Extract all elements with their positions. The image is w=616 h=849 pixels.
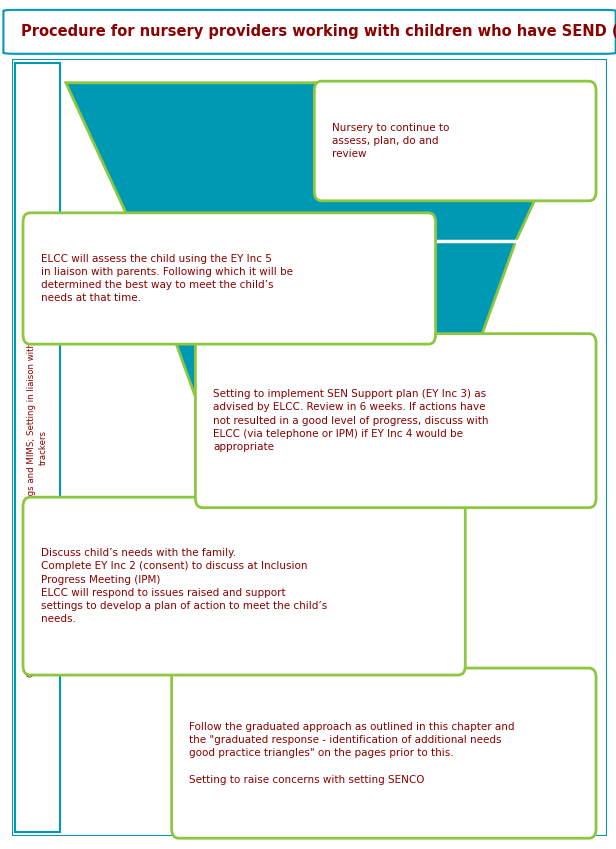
- Text: Discuss child’s needs with the family.
Complete EY Inc 2 (consent) to discuss at: Discuss child’s needs with the family. C…: [41, 548, 327, 624]
- FancyBboxPatch shape: [195, 334, 596, 508]
- Polygon shape: [197, 400, 458, 559]
- Polygon shape: [139, 241, 516, 400]
- FancyBboxPatch shape: [314, 82, 596, 201]
- FancyBboxPatch shape: [4, 10, 615, 53]
- Text: Procedure for nursery providers working with children who have SEND (replaces: Procedure for nursery providers working …: [21, 25, 616, 39]
- Polygon shape: [66, 82, 589, 241]
- FancyBboxPatch shape: [172, 668, 596, 838]
- Text: Setting to implement SEN Support plan (EY Inc 3) as
advised by ELCC. Review in 6: Setting to implement SEN Support plan (E…: [213, 389, 488, 452]
- Text: Nursery to continue to
assess, plan, do and
review: Nursery to continue to assess, plan, do …: [332, 123, 450, 160]
- Text: On-going discussion at ELCC team meetings and MIMS; Setting in liaison with TSW : On-going discussion at ELCC team meeting…: [27, 219, 47, 677]
- Text: Follow the graduated approach as outlined in this chapter and
the "graduated res: Follow the graduated approach as outline…: [190, 722, 515, 784]
- FancyBboxPatch shape: [23, 213, 436, 344]
- Polygon shape: [249, 559, 406, 673]
- Text: ELCC will assess the child using the EY Inc 5
in liaison with parents. Following: ELCC will assess the child using the EY …: [41, 254, 293, 303]
- Polygon shape: [291, 673, 364, 821]
- FancyBboxPatch shape: [23, 498, 465, 675]
- FancyBboxPatch shape: [12, 59, 607, 836]
- FancyBboxPatch shape: [15, 64, 60, 832]
